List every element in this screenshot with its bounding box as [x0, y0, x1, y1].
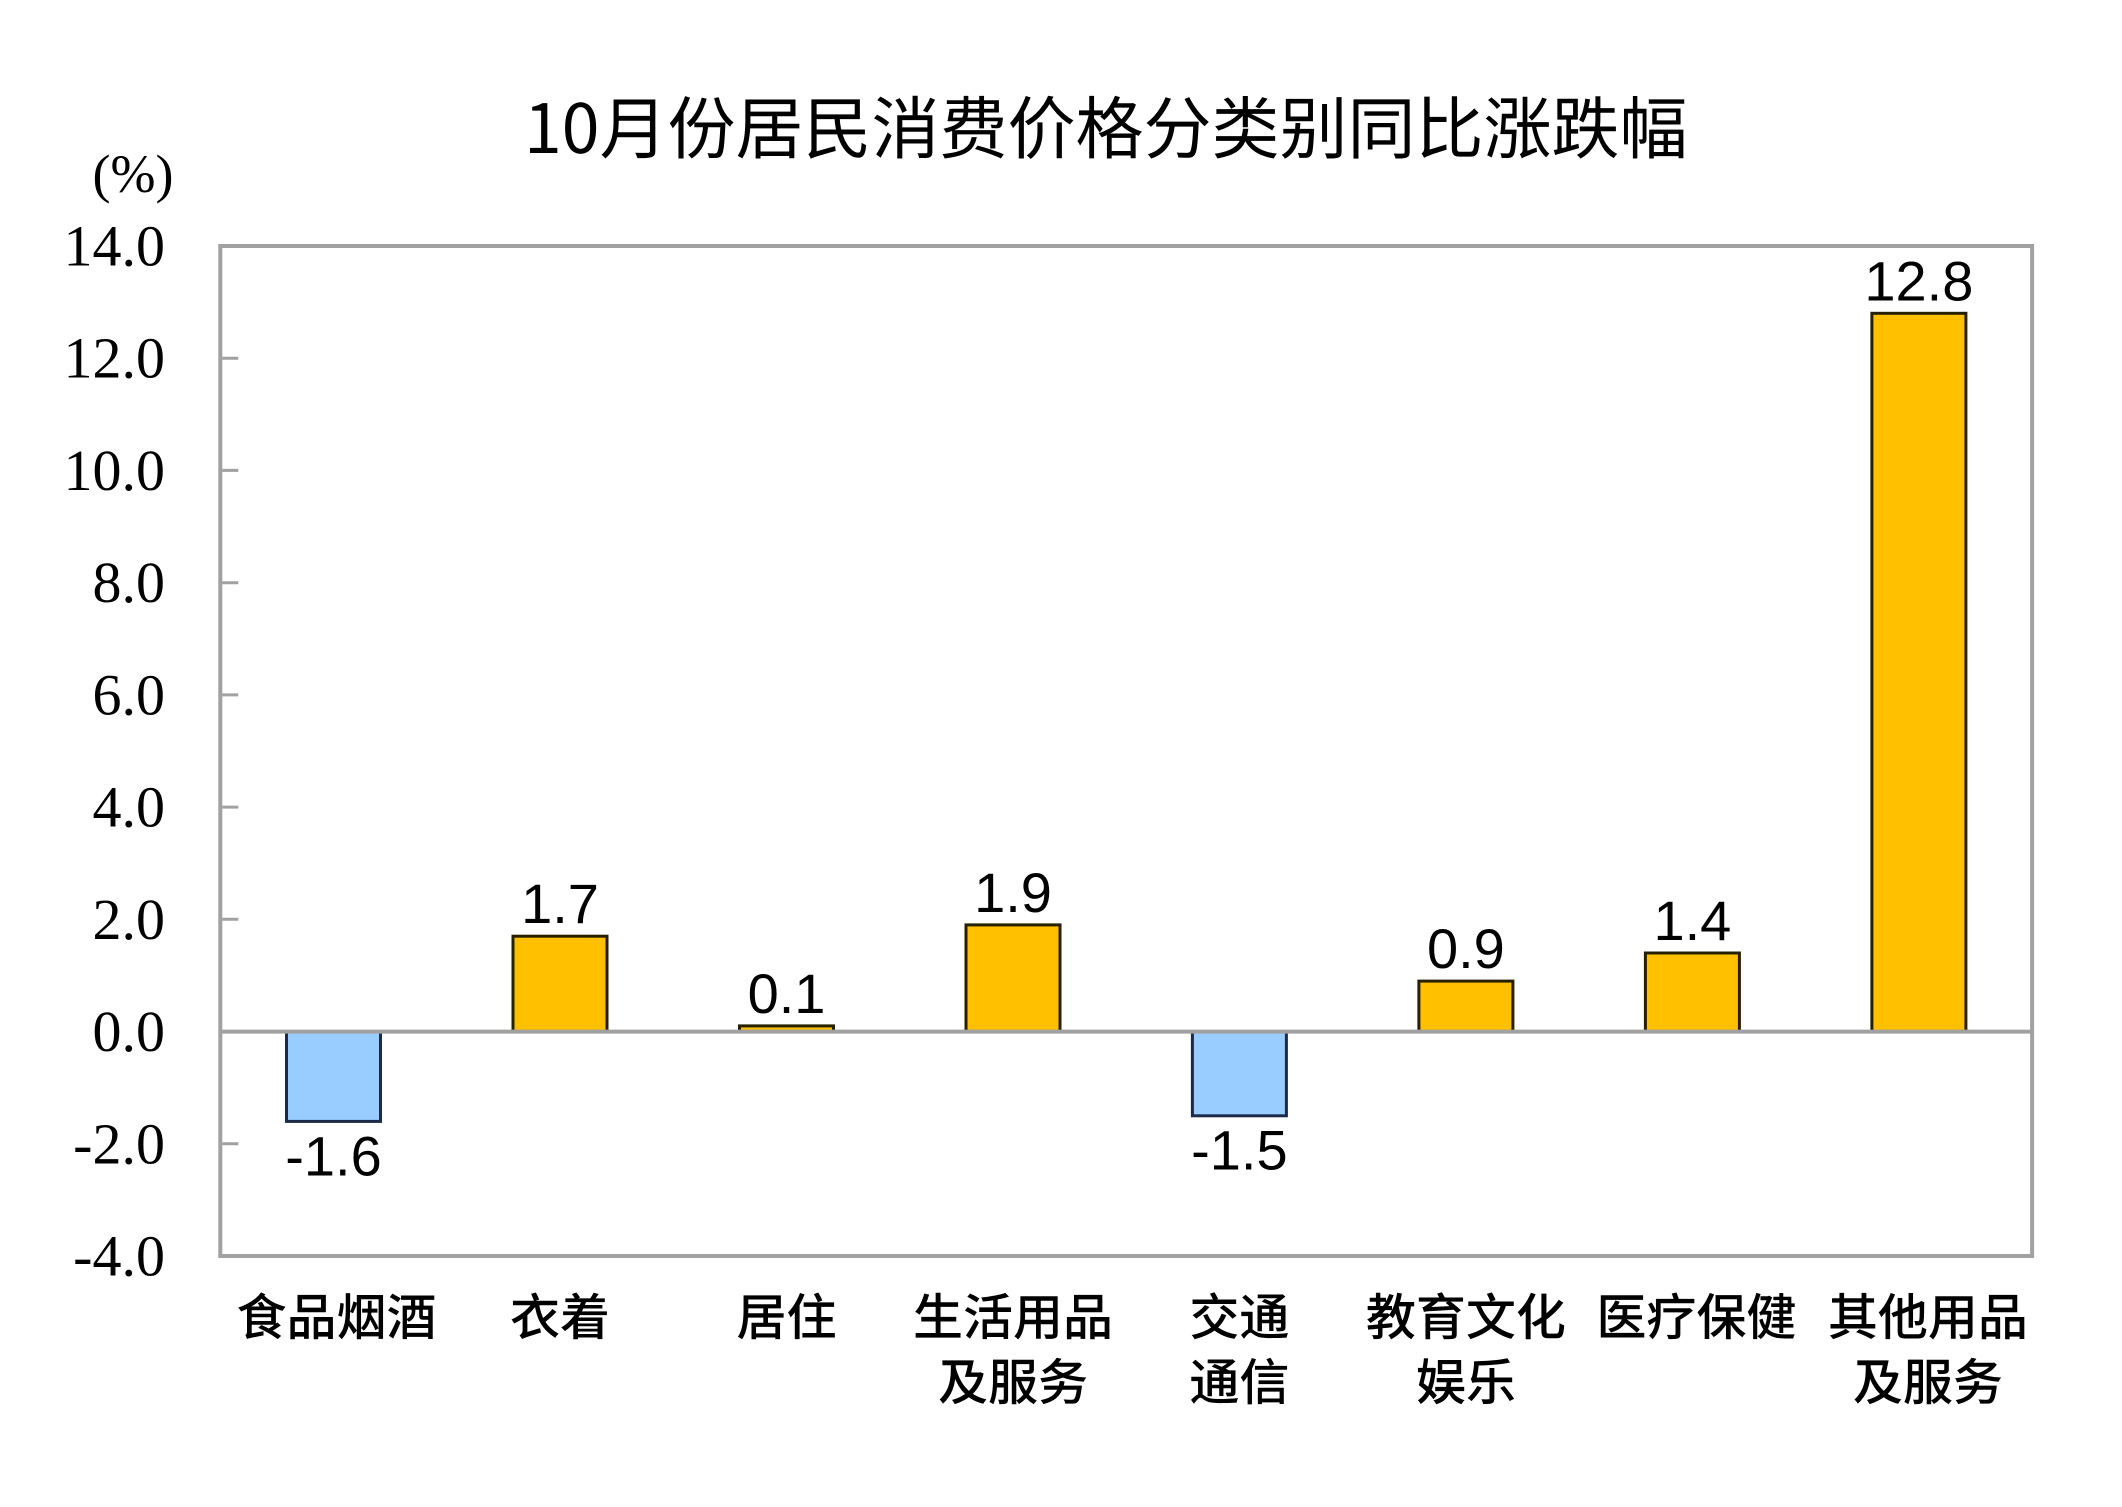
svg-text:0.0: 0.0	[93, 999, 166, 1064]
svg-text:14.0: 14.0	[64, 214, 166, 279]
svg-text:1.7: 1.7	[521, 872, 599, 935]
svg-text:10.0: 10.0	[64, 438, 166, 503]
svg-text:8.0: 8.0	[93, 550, 166, 615]
svg-text:4.0: 4.0	[93, 775, 166, 840]
svg-text:1.9: 1.9	[974, 861, 1052, 924]
svg-text:0.1: 0.1	[748, 962, 826, 1025]
svg-text:12.0: 12.0	[64, 326, 166, 391]
svg-text:0.9: 0.9	[1427, 917, 1505, 980]
svg-text:6.0: 6.0	[93, 662, 166, 727]
svg-text:-2.0: -2.0	[73, 1111, 165, 1176]
svg-text:1.4: 1.4	[1653, 889, 1731, 952]
svg-text:-1.5: -1.5	[1191, 1119, 1288, 1182]
svg-text:(%): (%)	[93, 144, 174, 204]
svg-text:-1.6: -1.6	[285, 1124, 382, 1187]
svg-text:-4.0: -4.0	[73, 1224, 165, 1289]
svg-text:2.0: 2.0	[93, 887, 166, 952]
svg-text:12.8: 12.8	[1864, 249, 1973, 312]
